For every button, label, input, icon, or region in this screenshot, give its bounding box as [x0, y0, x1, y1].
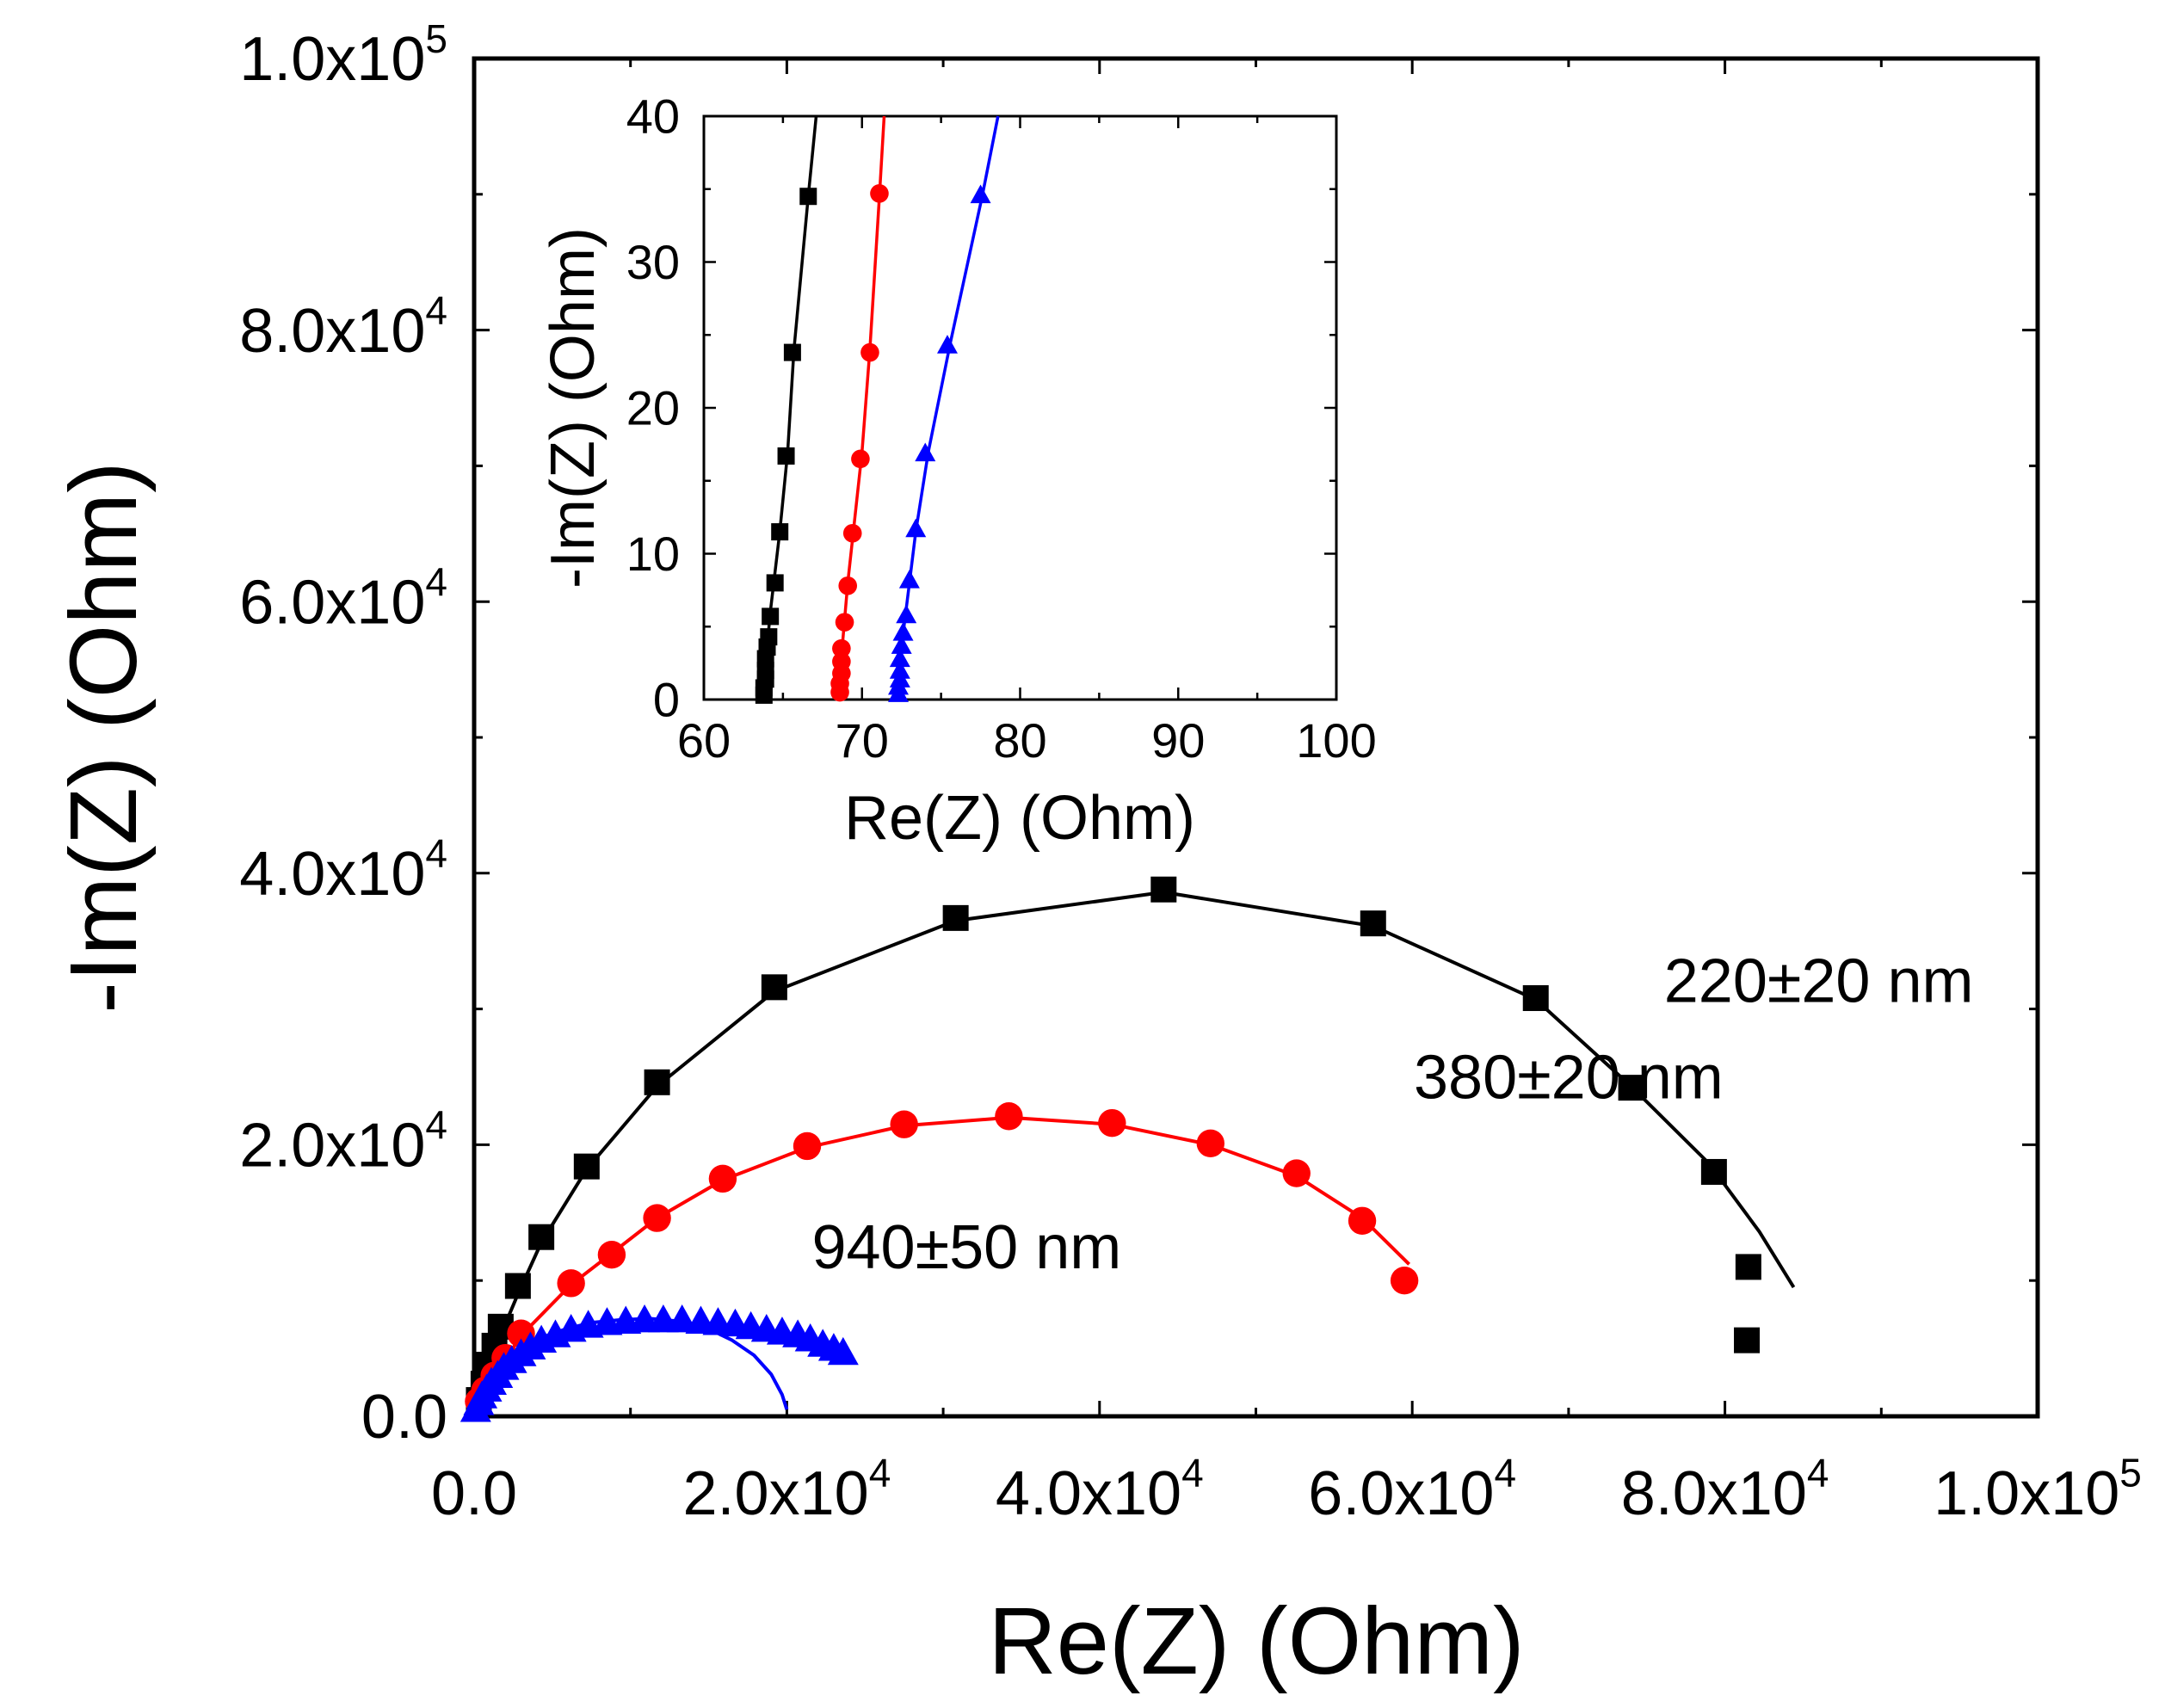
- data-point: [942, 904, 969, 931]
- x-tick-label: 60: [677, 713, 731, 768]
- data-point: [708, 1164, 737, 1193]
- data-point: [777, 447, 795, 465]
- data-point: [835, 613, 854, 632]
- x-tick-label: 70: [836, 713, 889, 768]
- inset-data-markers: [755, 184, 991, 704]
- data-point: [889, 648, 910, 668]
- data-point: [766, 574, 784, 592]
- series-label: 940±50 nm: [811, 1213, 1121, 1282]
- y-tick-label: 8.0x104: [239, 287, 447, 365]
- inset-plot: 60 70 80 90 100 0 10 20 30 40 Re(Z) (Ohm) -Im(Z) …: [539, 89, 1377, 853]
- y-tick-label: 6.0x104: [239, 559, 447, 637]
- inset-axis-ticks: [702, 114, 1338, 701]
- data-point: [860, 342, 879, 362]
- data-point: [1098, 1108, 1126, 1138]
- x-tick-label: 2.0x104: [683, 1451, 891, 1528]
- data-point: [799, 188, 817, 206]
- data-point: [643, 1204, 671, 1232]
- fit-line: [472, 890, 1796, 1417]
- main-axis-ticks: [472, 57, 2039, 1418]
- main-x-axis-label: Re(Z) (Ohm): [988, 1588, 1524, 1694]
- x-tick-label: 6.0x104: [1308, 1451, 1516, 1528]
- main-tick-labels: 0.0 2.0x104 4.0x104 6.0x104 8.0x104 1.0x105 0.…: [239, 16, 2142, 1528]
- x-tick-label: 8.0x104: [1621, 1451, 1829, 1528]
- data-point: [760, 628, 778, 646]
- data-point: [597, 1241, 626, 1269]
- series-label: 220±20 nm: [1664, 947, 1974, 1016]
- data-point: [1522, 984, 1549, 1011]
- main-fit-lines: [472, 890, 1796, 1417]
- data-point: [889, 660, 910, 679]
- data-point: [557, 1269, 585, 1298]
- data-point: [898, 570, 920, 589]
- data-point: [1735, 1254, 1761, 1280]
- x-tick-label: 1.0x105: [1934, 1451, 2142, 1528]
- data-point: [892, 622, 914, 641]
- data-point: [1618, 1075, 1644, 1101]
- data-point: [827, 1336, 859, 1366]
- main-plot: 0.0 2.0x104 4.0x104 6.0x104 8.0x104 1.0x105 0.…: [51, 16, 2142, 1694]
- data-point: [1700, 1158, 1727, 1185]
- data-point: [1360, 910, 1386, 937]
- y-tick-label: 40: [626, 89, 680, 144]
- data-point: [838, 576, 858, 595]
- inset-tick-labels: 60 70 80 90 100 0 10 20 30 40: [626, 89, 1377, 768]
- data-point: [1390, 1267, 1419, 1295]
- data-point: [1196, 1129, 1225, 1158]
- y-tick-label: 4.0x104: [239, 831, 447, 909]
- data-point: [995, 1102, 1023, 1131]
- data-point: [1150, 876, 1177, 903]
- data-point: [644, 1069, 670, 1095]
- data-point: [970, 184, 991, 204]
- data-point: [666, 1304, 698, 1333]
- x-tick-label: 4.0x104: [996, 1451, 1204, 1528]
- data-point: [890, 1110, 918, 1138]
- y-tick-label: 30: [626, 235, 680, 289]
- x-tick-label: 0.0: [431, 1459, 517, 1528]
- data-point: [851, 449, 870, 469]
- data-point: [832, 652, 851, 671]
- data-point: [783, 343, 801, 361]
- main-data-markers: [460, 876, 1761, 1422]
- data-point: [842, 523, 862, 543]
- data-point: [771, 523, 789, 541]
- data-point: [891, 635, 912, 654]
- data-point: [905, 518, 927, 538]
- data-point: [915, 442, 936, 462]
- y-tick-label: 1.0x105: [239, 16, 447, 94]
- data-point: [528, 1224, 555, 1250]
- data-point: [832, 638, 851, 658]
- data-point: [793, 1131, 822, 1161]
- data-point: [762, 607, 780, 626]
- data-point: [761, 974, 787, 1001]
- series-labels: 220±20 nm 380±20 nm 940±50 nm: [811, 947, 1973, 1282]
- y-tick-label: 0: [653, 673, 680, 727]
- data-point: [896, 604, 917, 624]
- data-point: [1348, 1206, 1377, 1235]
- y-tick-label: 2.0x104: [239, 1102, 447, 1180]
- y-tick-label: 10: [626, 527, 680, 581]
- y-tick-label: 0.0: [361, 1383, 447, 1452]
- data-point: [870, 184, 889, 203]
- y-tick-label: 20: [626, 381, 680, 435]
- main-y-axis-label: -Im(Z) (Ohm): [51, 461, 157, 1013]
- x-tick-label: 100: [1296, 713, 1376, 768]
- data-point: [504, 1273, 531, 1299]
- x-tick-label: 80: [993, 713, 1046, 768]
- inset-y-axis-label: -Im(Z) (Ohm): [539, 227, 608, 589]
- inset-x-axis-label: Re(Z) (Ohm): [844, 784, 1195, 853]
- data-point: [573, 1153, 600, 1180]
- data-point: [1734, 1327, 1761, 1353]
- x-tick-label: 90: [1151, 713, 1205, 768]
- inset-background: [704, 116, 1336, 700]
- data-point: [1282, 1159, 1311, 1187]
- series-label: 380±20 nm: [1414, 1044, 1724, 1113]
- data-point: [936, 335, 958, 354]
